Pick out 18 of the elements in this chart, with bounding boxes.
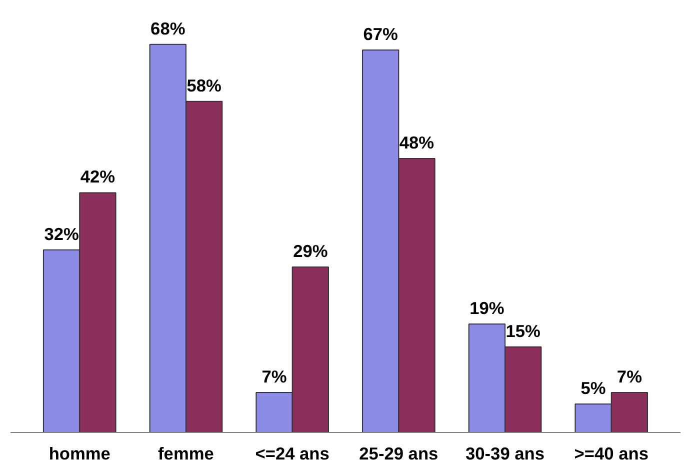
x-tick-label: 25-29 ans	[359, 444, 438, 464]
data-label: 19%	[470, 298, 504, 318]
data-label: 5%	[580, 378, 606, 398]
x-tick-label: 30-39 ans	[466, 444, 545, 464]
data-label: 7%	[616, 366, 642, 387]
x-tick-label: >=40 ans	[574, 444, 648, 464]
data-label: 42%	[80, 166, 116, 187]
data-label: 68%	[150, 18, 186, 38]
x-tick-label: homme	[48, 444, 111, 464]
data-label: 48%	[399, 132, 434, 152]
x-tick-label: <=24 ans	[255, 444, 330, 464]
x-tick-label: femme	[158, 444, 214, 464]
data-label: 67%	[363, 24, 398, 44]
data-label: 32%	[44, 224, 79, 244]
data-label: 29%	[293, 240, 328, 261]
data-label: 7%	[262, 366, 287, 387]
data-label: 15%	[506, 320, 540, 341]
data-label: 58%	[186, 75, 222, 96]
